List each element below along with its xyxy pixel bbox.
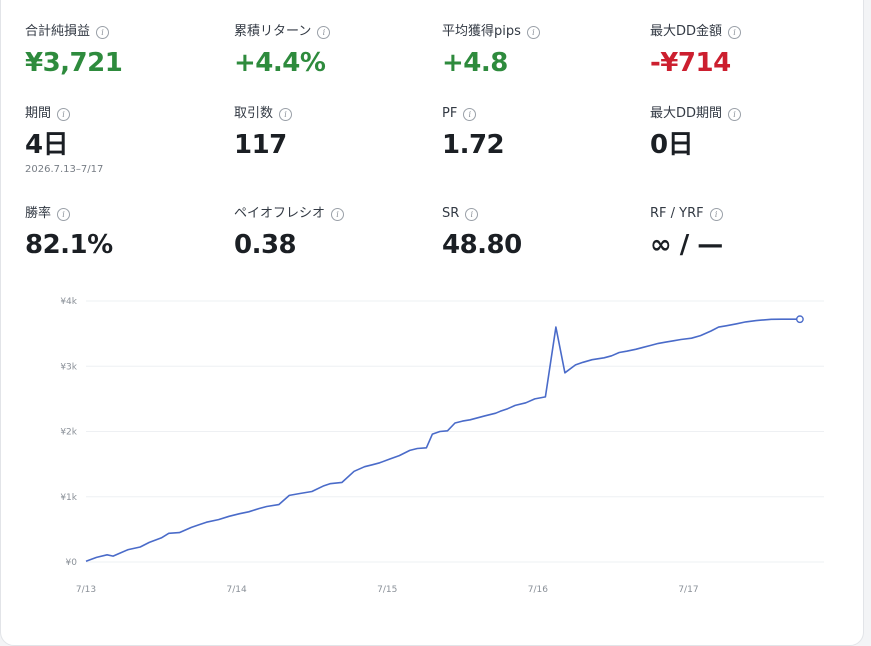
metric-label: 平均獲得pips i xyxy=(442,23,642,41)
equity-chart: ¥0 ¥1k ¥2k ¥3k ¥4k 7/13 7/14 7/15 7/16 7/17 xyxy=(60,297,824,595)
metric-value: 82.1% xyxy=(25,230,113,260)
metric-value: -¥714 xyxy=(650,48,731,78)
metric-label-text: 合計純損益 xyxy=(25,24,91,39)
metric-10: SR i 48.80 xyxy=(442,205,642,260)
metric-label-text: 平均獲得pips xyxy=(442,24,521,39)
metric-label-text: PF xyxy=(442,106,458,121)
info-icon[interactable]: i xyxy=(279,107,293,121)
metric-label: PF i xyxy=(442,105,642,123)
metric-label-text: 累積リターン xyxy=(234,24,312,39)
metric-1: 累積リターン i +4.4% xyxy=(234,23,434,78)
x-tick-label: 7/17 xyxy=(678,585,698,595)
y-tick-label: ¥0 xyxy=(66,558,78,568)
metric-3: 最大DD金額 i -¥714 xyxy=(650,23,850,78)
metric-label-text: 期間 xyxy=(25,106,52,121)
metric-7: 最大DD期間 i 0日 xyxy=(650,105,850,160)
metric-label: ペイオフレシオ i xyxy=(234,205,434,223)
info-icon[interactable]: i xyxy=(57,107,71,121)
info-icon[interactable]: i xyxy=(57,207,71,221)
equity-line xyxy=(85,318,800,563)
info-icon[interactable]: i xyxy=(317,25,331,39)
x-tick-label: 7/13 xyxy=(76,585,96,595)
metric-value: ¥3,721 xyxy=(25,48,123,78)
metric-label-text: RF / YRF xyxy=(650,206,704,221)
metric-9: ペイオフレシオ i 0.38 xyxy=(234,205,434,260)
metric-subtext: 2026.7.13–7/17 xyxy=(25,164,104,175)
metric-6: PF i 1.72 xyxy=(442,105,642,160)
metric-label: 合計純損益 i xyxy=(25,23,225,41)
metric-label-text: ペイオフレシオ xyxy=(234,206,326,221)
metric-label: 勝率 i xyxy=(25,205,225,223)
y-tick-label: ¥2k xyxy=(60,428,77,438)
metric-label: 最大DD期間 i xyxy=(650,105,850,123)
metric-value: 1.72 xyxy=(442,130,505,160)
metric-2: 平均獲得pips i +4.8 xyxy=(442,23,642,78)
last-point-marker[interactable] xyxy=(796,315,804,324)
info-icon[interactable]: i xyxy=(709,207,723,221)
metric-value: 48.80 xyxy=(442,230,522,260)
metric-4: 期間 i 4日 2026.7.13–7/17 xyxy=(25,105,225,175)
metric-value: +4.4% xyxy=(234,48,326,78)
metric-value: ∞ / — xyxy=(650,230,723,260)
metric-0: 合計純損益 i ¥3,721 xyxy=(25,23,225,78)
x-tick-label: 7/16 xyxy=(528,585,548,595)
metric-value: 117 xyxy=(234,130,287,160)
metric-value: 0.38 xyxy=(234,230,297,260)
metric-label-text: SR xyxy=(442,206,460,221)
metric-label: 累積リターン i xyxy=(234,23,434,41)
metric-label-text: 最大DD金額 xyxy=(650,24,723,39)
info-icon[interactable]: i xyxy=(465,207,479,221)
metric-value: +4.8 xyxy=(442,48,508,78)
info-icon[interactable]: i xyxy=(463,107,477,121)
info-icon[interactable]: i xyxy=(96,25,110,39)
metric-label-text: 最大DD期間 xyxy=(650,106,723,121)
x-tick-label: 7/15 xyxy=(377,585,397,595)
metric-5: 取引数 i 117 xyxy=(234,105,434,160)
metric-label: RF / YRF i xyxy=(650,205,850,223)
metrics-grid: 合計純損益 i ¥3,721 累積リターン i +4.4% 平均獲得pips i +4.8 最大D… xyxy=(25,0,845,267)
metric-label: SR i xyxy=(442,205,642,223)
y-tick-label: ¥4k xyxy=(60,297,77,307)
metric-label: 取引数 i xyxy=(234,105,434,123)
metric-8: 勝率 i 82.1% xyxy=(25,205,225,260)
info-icon[interactable]: i xyxy=(728,107,742,121)
metric-value: 0日 xyxy=(650,130,694,160)
info-icon[interactable]: i xyxy=(331,207,345,221)
metric-label-text: 取引数 xyxy=(234,106,274,121)
y-tick-label: ¥3k xyxy=(60,362,77,372)
metric-11: RF / YRF i ∞ / — xyxy=(650,205,850,260)
metric-label-text: 勝率 xyxy=(25,206,52,221)
info-icon[interactable]: i xyxy=(526,25,540,39)
x-tick-label: 7/14 xyxy=(227,585,247,595)
metric-value: 4日 xyxy=(25,130,69,160)
y-tick-label: ¥1k xyxy=(60,493,77,503)
metric-label: 期間 i xyxy=(25,105,225,123)
metric-label: 最大DD金額 i xyxy=(650,23,850,41)
info-icon[interactable]: i xyxy=(728,25,742,39)
